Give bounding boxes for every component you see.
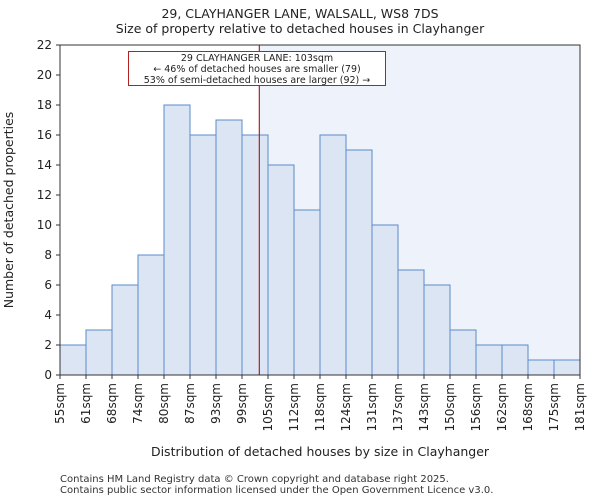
y-tick-label: 16 [37,128,52,142]
bar-162sqm [501,344,529,376]
bar-150sqm [449,329,477,376]
bar-80sqm [163,104,191,376]
bar-87sqm [189,134,217,376]
x-tick-label: 74sqm [131,383,145,424]
bar-93sqm [215,119,243,376]
y-axis-title: Number of detached properties [1,112,16,309]
y-tick-label: 10 [37,218,52,232]
bar-137sqm [397,269,425,376]
annotation-line-2: ← 46% of detached houses are smaller (79… [153,64,361,75]
bar-68sqm [111,284,139,376]
x-axis-title: Distribution of detached houses by size … [151,444,490,459]
x-tick-label: 181sqm [573,383,587,431]
bar-118sqm [319,134,347,376]
bar-61sqm [85,329,113,376]
x-tick-label: 99sqm [235,383,249,424]
x-tick-label: 175sqm [547,383,561,431]
bar-74sqm [137,254,165,376]
x-tick-label: 162sqm [495,383,509,431]
x-tick-label: 137sqm [391,383,405,431]
x-tick-label: 124sqm [339,383,353,431]
y-tick-label: 20 [37,68,52,82]
x-tick-label: 112sqm [287,383,301,431]
x-tick-label: 80sqm [157,383,171,424]
y-tick-label: 4 [44,308,52,322]
bar-168sqm [527,359,555,376]
annotation-box: 29 CLAYHANGER LANE: 103sqm ← 46% of deta… [128,51,386,86]
bar-124sqm [345,149,373,376]
x-tick-label: 93sqm [209,383,223,424]
x-tick-label: 105sqm [261,383,275,431]
bar-156sqm [475,344,503,376]
y-tick-label: 12 [37,188,52,202]
x-tick-label: 87sqm [183,383,197,424]
x-tick-label: 156sqm [469,383,483,431]
footer-licence: Contains public sector information licen… [60,485,494,496]
y-tick-label: 14 [37,158,52,172]
x-tick-label: 168sqm [521,383,535,431]
x-tick-label: 55sqm [53,383,67,424]
bar-112sqm [293,209,321,376]
y-tick-label: 8 [44,248,52,262]
annotation-line-3: 53% of semi-detached houses are larger (… [143,75,371,86]
x-tick-label: 131sqm [365,383,379,431]
x-tick-label: 68sqm [105,383,119,424]
bar-143sqm [423,284,451,376]
y-tick-label: 2 [44,338,52,352]
bar-175sqm [553,359,581,376]
x-tick-label: 118sqm [313,383,327,431]
x-tick-label: 61sqm [79,383,93,424]
y-tick-label: 18 [37,98,52,112]
y-tick-label: 22 [37,38,52,52]
bar-131sqm [371,224,399,376]
annotation-line-1: 29 CLAYHANGER LANE: 103sqm [180,53,334,64]
bar-55sqm [59,344,87,376]
bar-99sqm [241,134,269,376]
x-tick-label: 143sqm [417,383,431,431]
x-tick-label: 150sqm [443,383,457,431]
footer-copyright: Contains HM Land Registry data © Crown c… [60,474,449,485]
chart-subtitle: Size of property relative to detached ho… [115,21,485,36]
y-tick-label: 6 [44,278,52,292]
bar-105sqm [267,164,295,376]
y-tick-label: 0 [44,368,52,382]
chart-title-address: 29, CLAYHANGER LANE, WALSALL, WS8 7DS [161,6,439,21]
